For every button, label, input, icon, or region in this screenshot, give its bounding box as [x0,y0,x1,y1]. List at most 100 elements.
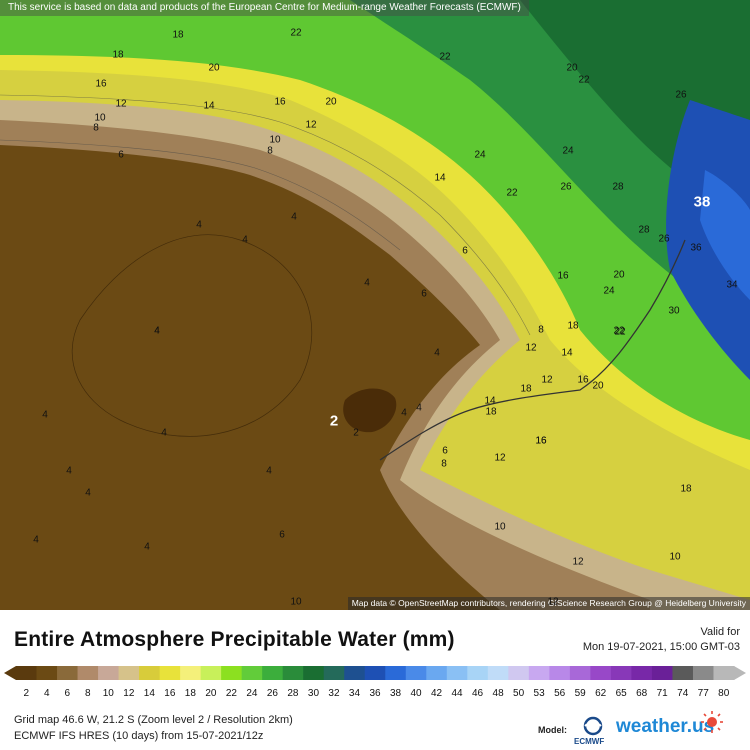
scale-swatch [36,666,58,680]
contour-label: 4 [85,487,91,499]
scale-swatch [672,666,694,680]
contour-label: 18 [680,483,692,495]
scale-swatch [323,666,345,680]
scale-tick-label: 62 [595,688,607,699]
contour-label: 12 [115,98,127,110]
contour-label: 22 [614,326,626,338]
scale-swatch [200,666,222,680]
contour-label: 10 [494,521,506,533]
scale-tick-label: 8 [85,688,91,699]
scale-tick-label: 18 [184,688,196,699]
contour-label: 2 [329,412,339,430]
contour-label: 8 [538,324,544,336]
scale-tick-label: 80 [718,688,730,699]
scale-tick-label: 44 [451,688,463,699]
scale-swatch [57,666,79,680]
scale-tick-label: 36 [369,688,381,699]
contour-label: 4 [161,427,167,439]
contour-label: 20 [613,269,625,281]
scale-swatch [651,666,673,680]
scale-swatch [180,666,202,680]
scale-swatch [118,666,140,680]
scale-swatch [487,666,509,680]
contour-label: 16 [535,435,547,447]
scale-tick-label: 48 [492,688,504,699]
brand-logo[interactable]: weather.us [616,716,715,737]
contour-label: 20 [325,96,337,108]
scale-tick-label: 38 [389,688,402,699]
contour-label: 4 [416,402,422,414]
scale-tick-label: 20 [205,688,217,699]
scale-swatch [467,666,489,680]
contour-label: 4 [154,325,160,337]
contour-label: 18 [112,49,124,61]
contour-label: 4 [242,234,248,246]
contour-label: 16 [95,78,107,90]
map-title: Entire Atmosphere Precipitable Water (mm… [14,628,455,651]
contour-label: 12 [494,452,506,464]
contour-label: 30 [668,305,680,317]
attribution-bottom: Map data © OpenStreetMap contributors, r… [347,597,750,610]
scale-tick-label: 22 [225,688,237,699]
scale-tick-label: 28 [287,688,299,699]
scale-tick-label: 65 [615,688,627,699]
contour-label: 18 [520,383,532,395]
contour-label: 20 [566,62,578,74]
model-run-info: ECMWF IFS HRES (10 days) from 15-07-2021… [14,730,264,742]
sun-icon [701,711,723,733]
contour-label: 36 [690,242,702,254]
contour-label: 28 [612,181,624,193]
scale-tick-label: 24 [246,688,258,699]
scale-tick-label: 30 [307,688,320,699]
scale-tick-label: 59 [574,688,586,699]
map-canvas [0,0,750,610]
weather-map[interactable]: This service is based on data and produc… [0,0,750,610]
scale-tick-label: 77 [697,688,709,699]
contour-label: 38 [693,193,711,211]
contour-label: 12 [541,374,553,386]
contour-label: 4 [66,465,72,477]
contour-label: 14 [434,172,446,184]
contour-label: 34 [726,279,738,291]
ecmwf-logo-icon[interactable] [575,716,611,746]
scale-swatch [385,666,407,680]
contour-label: 4 [291,211,297,223]
contour-label: 8 [441,458,447,470]
attribution-top: This service is based on data and produc… [0,0,529,16]
scale-tick-label: 42 [430,688,443,699]
scale-swatch [221,666,243,680]
contour-label: 4 [364,277,370,289]
scale-tick-label: 32 [328,688,340,699]
scale-tick-label: 14 [143,688,155,699]
scale-swatch [282,666,304,680]
contour-label: 14 [484,395,496,407]
field-brown-dark [0,145,500,610]
contour-label: 22 [578,74,590,86]
contour-label: 4 [266,465,272,477]
field-34-38 [666,100,750,380]
scale-swatch [692,666,714,680]
contour-label: 4 [33,534,39,546]
coastline [379,239,686,461]
contour-label: 24 [603,285,615,297]
scale-swatch [528,666,550,680]
contour-label: 24 [474,149,486,161]
contour-label: 6 [279,529,285,541]
contour-label: 4 [401,407,407,419]
scale-tick-label: 26 [266,688,278,699]
scale-swatch [549,666,571,680]
valid-time: Mon 19-07-2021, 15:00 GMT-03 [582,641,740,653]
scale-swatch [139,666,161,680]
contour-label: 16 [557,270,569,282]
scale-tick-label: 53 [533,688,545,699]
contour-label: 4 [144,541,150,553]
scale-swatch [569,666,591,680]
scale-swatch [446,666,468,680]
contour-label: 10 [94,112,106,124]
scale-swatch [631,666,653,680]
contour-label: 10 [290,596,302,608]
scale-tick-label: 71 [656,688,668,699]
scale-tick-label: 10 [102,688,114,699]
field-38 [700,170,750,300]
scale-tick-label: 40 [410,688,422,699]
